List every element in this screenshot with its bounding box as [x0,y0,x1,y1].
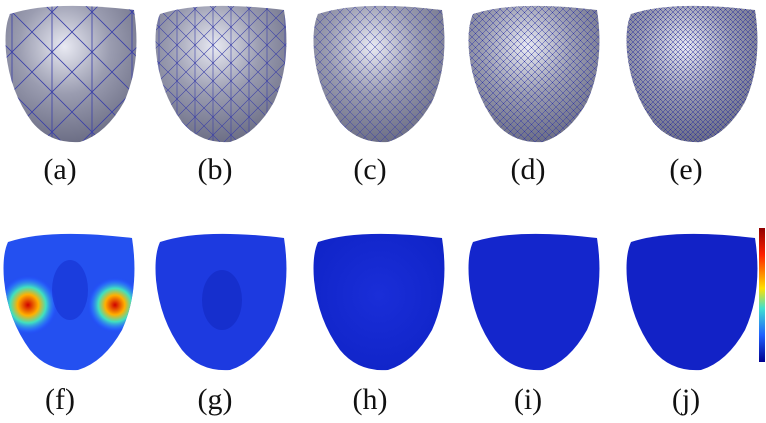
error-face [627,234,758,370]
label: (c) [353,153,386,186]
mesh-face [627,6,758,142]
label: (b) [198,153,233,186]
mesh-face [6,6,137,142]
colorbar [759,228,765,362]
error-face [314,234,445,370]
page: (a) (b) (c) (d) (e) (f) (g) (h) (i) (j) … [0,0,766,423]
mesh-face [314,6,445,142]
label: (f) [45,383,75,416]
figure: (a) (b) (c) (d) (e) (f) (g) (h) (i) (j) [0,0,766,423]
error-face [156,234,287,370]
label: (a) [43,153,76,186]
label: (i) [514,383,542,416]
label: (e) [669,153,702,186]
mesh-face [156,6,287,142]
label: (h) [353,383,388,416]
mesh-face [469,6,600,142]
label: (d) [511,153,546,186]
error-face [469,234,600,370]
error-face [0,234,143,370]
label: (g) [198,383,233,416]
label: (j) [672,383,700,416]
